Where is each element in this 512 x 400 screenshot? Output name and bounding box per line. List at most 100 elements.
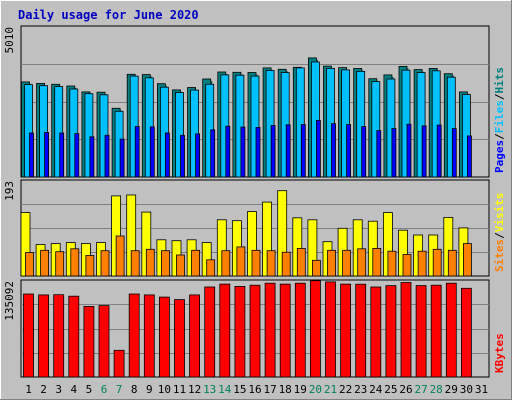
legend-separator: / xyxy=(493,93,506,100)
bar-sites-day-1 xyxy=(25,252,34,277)
bar-kbytes-day-10 xyxy=(158,296,170,378)
bar-sites-day-5 xyxy=(85,255,95,277)
x-tick-label-day-29: 29 xyxy=(445,383,458,396)
bar-pages-day-6 xyxy=(104,134,110,178)
bar-kbytes-day-15 xyxy=(234,285,246,378)
bar-kbytes-day-18 xyxy=(279,283,291,378)
legend-sites: Sites xyxy=(493,239,506,272)
x-tick-label-day-31: 31 xyxy=(475,383,488,396)
bar-pages-day-25 xyxy=(391,128,397,178)
bar-sites-day-30 xyxy=(462,243,472,277)
bar-sites-day-17 xyxy=(266,250,276,277)
legend-separator: / xyxy=(493,133,506,140)
x-tick-label-day-21: 21 xyxy=(324,383,337,396)
bar-files-day-28 xyxy=(431,70,441,178)
bar-pages-day-4 xyxy=(74,133,80,178)
bar-files-day-10 xyxy=(159,86,169,178)
bar-pages-day-3 xyxy=(59,132,65,178)
bar-kbytes-day-19 xyxy=(294,282,306,378)
bar-sites-day-18 xyxy=(281,251,291,277)
x-tick-label-day-16: 16 xyxy=(248,383,261,396)
x-tick-label-day-4: 4 xyxy=(70,383,77,396)
bar-pages-day-9 xyxy=(149,126,155,178)
bar-files-day-19 xyxy=(295,67,305,178)
x-tick-label-day-12: 12 xyxy=(188,383,201,396)
bar-kbytes-day-25 xyxy=(385,285,397,378)
x-tick-label-day-27: 27 xyxy=(414,383,427,396)
bar-files-day-21 xyxy=(326,68,335,178)
bar-kbytes-day-9 xyxy=(143,294,155,378)
x-axis-tick-labels: 1 2 3 4 5 6 7 8 9 10 11 12 13 14 15 16 17 18 19 20 21 22 23 24 2… xyxy=(25,383,488,396)
legend-pages: Pages xyxy=(493,140,506,173)
bar-sites-day-14 xyxy=(221,250,231,277)
bar-pages-day-14 xyxy=(225,125,231,178)
bar-pages-day-5 xyxy=(89,136,95,178)
bar-sites-day-15 xyxy=(236,246,246,277)
bar-kbytes-day-16 xyxy=(249,284,261,378)
x-tick-label-day-7: 7 xyxy=(116,383,123,396)
bar-kbytes-day-29 xyxy=(445,282,457,378)
bar-sites-day-20 xyxy=(311,259,321,277)
bar-kbytes-day-30 xyxy=(460,287,472,378)
bar-kbytes-day-11 xyxy=(174,299,185,378)
x-tick-label-day-25: 25 xyxy=(384,383,397,396)
bar-kbytes-day-8 xyxy=(128,293,140,378)
bar-sites-day-3 xyxy=(55,251,65,277)
bar-files-day-22 xyxy=(341,69,351,178)
bar-sites-day-16 xyxy=(251,249,261,277)
bar-pages-day-28 xyxy=(436,124,442,178)
legend-hits: Hits xyxy=(493,67,506,94)
bar-pages-day-23 xyxy=(361,126,367,178)
bar-pages-day-7 xyxy=(119,138,125,178)
bar-files-day-27 xyxy=(416,72,426,178)
bar-sites-day-7 xyxy=(115,235,125,277)
bar-sites-day-26 xyxy=(402,254,412,277)
x-tick-label-day-6: 6 xyxy=(101,383,108,396)
bar-sites-day-21 xyxy=(327,249,336,277)
bar-sites-day-13 xyxy=(206,259,216,277)
bar-kbytes-day-23 xyxy=(355,283,367,378)
bar-pages-day-19 xyxy=(300,124,306,178)
panel-1-legend: Pages/Files/Hits xyxy=(493,67,506,173)
x-tick-label-day-3: 3 xyxy=(55,383,62,396)
bar-pages-day-13 xyxy=(210,129,216,178)
bar-sites-day-25 xyxy=(387,250,397,277)
x-tick-label-day-5: 5 xyxy=(86,383,93,396)
x-tick-label-day-13: 13 xyxy=(203,383,216,396)
bar-kbytes-day-26 xyxy=(400,282,412,378)
bar-kbytes-day-14 xyxy=(219,283,231,378)
bar-kbytes-day-21 xyxy=(325,281,336,378)
bar-files-day-5 xyxy=(84,93,94,178)
x-tick-label-day-15: 15 xyxy=(233,383,246,396)
bar-files-day-23 xyxy=(356,71,366,178)
bar-pages-day-2 xyxy=(44,131,49,178)
x-tick-label-day-30: 30 xyxy=(460,383,473,396)
panel-2-max-label: 193 xyxy=(3,181,16,201)
bar-pages-day-11 xyxy=(180,134,185,178)
bar-files-day-1 xyxy=(24,84,33,178)
bar-sites-day-4 xyxy=(70,248,80,277)
x-tick-label-day-8: 8 xyxy=(131,383,138,396)
legend-files: Files xyxy=(493,100,506,133)
bar-pages-day-24 xyxy=(376,130,382,178)
bar-sites-day-29 xyxy=(447,249,457,277)
x-tick-label-day-1: 1 xyxy=(25,383,32,396)
x-tick-label-day-28: 28 xyxy=(430,383,443,396)
bar-kbytes-day-12 xyxy=(189,294,201,378)
x-tick-label-day-10: 10 xyxy=(158,383,171,396)
x-tick-label-day-11: 11 xyxy=(173,383,186,396)
bar-files-day-2 xyxy=(39,85,48,178)
bar-sites-day-2 xyxy=(40,249,49,277)
bar-kbytes-day-27 xyxy=(415,285,427,378)
bar-files-day-15 xyxy=(235,74,245,178)
bar-pages-day-10 xyxy=(164,132,170,178)
bar-kbytes-day-5 xyxy=(83,305,95,378)
bar-files-day-11 xyxy=(175,92,184,178)
bar-files-day-17 xyxy=(265,70,275,178)
panel-2-legend: Sites/Visits xyxy=(493,193,506,273)
panel-3-max-label: 135092 xyxy=(3,281,16,321)
bar-sites-day-22 xyxy=(342,249,352,277)
x-tick-label-day-14: 14 xyxy=(218,383,232,396)
bar-kbytes-day-20 xyxy=(309,280,321,378)
bar-sites-day-10 xyxy=(160,250,170,277)
